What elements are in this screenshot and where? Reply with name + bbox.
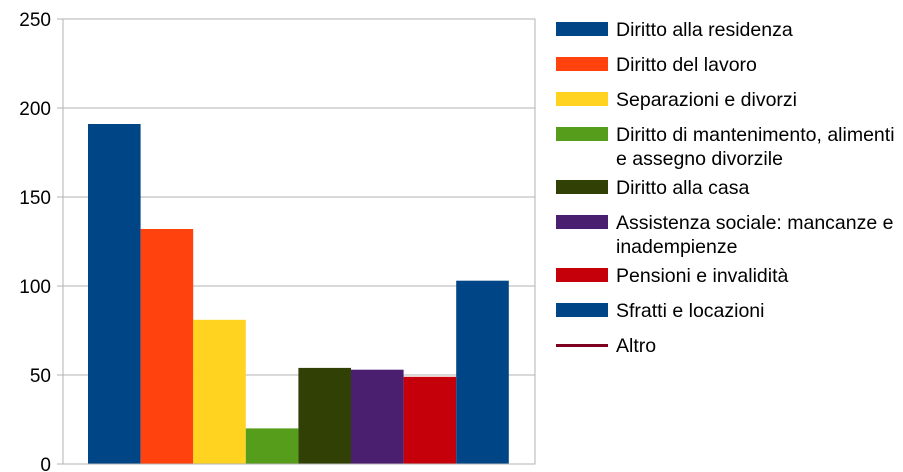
legend-item: Assistenza sociale: mancanze e inadempie… [556, 211, 901, 259]
legend-swatch [556, 215, 608, 229]
bar-3 [193, 319, 246, 464]
legend-label: Assistenza sociale: mancanze e inadempie… [616, 212, 894, 258]
legend-swatch [556, 303, 608, 317]
legend-item: Pensioni e invalidità [556, 264, 901, 288]
legend-swatch [556, 22, 608, 36]
plot-border [62, 18, 536, 465]
legend-item: Sfratti e locazioni [556, 299, 901, 323]
legend-label: Diritto di mantenimento, alimenti e asse… [616, 124, 895, 170]
legend-label: Separazioni e divorzi [616, 89, 798, 111]
legend-swatch [556, 92, 608, 106]
y-tick-label: 100 [19, 277, 51, 298]
legend-swatch [556, 180, 608, 194]
bars [88, 124, 509, 464]
bar-7 [403, 376, 457, 464]
y-tick-label: 200 [19, 99, 51, 120]
legend-label: Diritto alla residenza [616, 19, 793, 41]
bar-8 [456, 280, 509, 464]
legend-label: Sfratti e locazioni [616, 300, 765, 322]
y-axis-ticks: 0 50 100 150 200 250 [19, 10, 51, 472]
legend-item: Diritto del lavoro [556, 53, 901, 77]
bar-2 [140, 229, 194, 464]
legend-item: Altro [556, 334, 901, 358]
legend-swatch [556, 57, 608, 71]
legend-label: Pensioni e invalidità [616, 265, 789, 287]
y-tick-label: 150 [19, 188, 51, 209]
legend-item: Diritto di mantenimento, alimenti e asse… [556, 123, 901, 171]
bar-1 [88, 124, 141, 464]
y-tick-label: 50 [30, 366, 51, 387]
y-tick-label: 0 [40, 455, 51, 472]
legend-item: Separazioni e divorzi [556, 88, 901, 112]
legend-swatch [556, 268, 608, 282]
legend-swatch [556, 127, 608, 141]
bar-5 [298, 367, 351, 464]
y-tick-label: 250 [19, 10, 51, 31]
bar-4 [245, 428, 299, 464]
legend-item: Diritto alla casa [556, 176, 901, 200]
legend-label: Diritto alla casa [616, 177, 750, 199]
bar-6 [351, 369, 404, 464]
legend-label: Altro [616, 335, 657, 357]
legend-item: Diritto alla residenza [556, 18, 901, 42]
legend-swatch [556, 344, 608, 347]
legend-label: Diritto del lavoro [616, 54, 757, 76]
